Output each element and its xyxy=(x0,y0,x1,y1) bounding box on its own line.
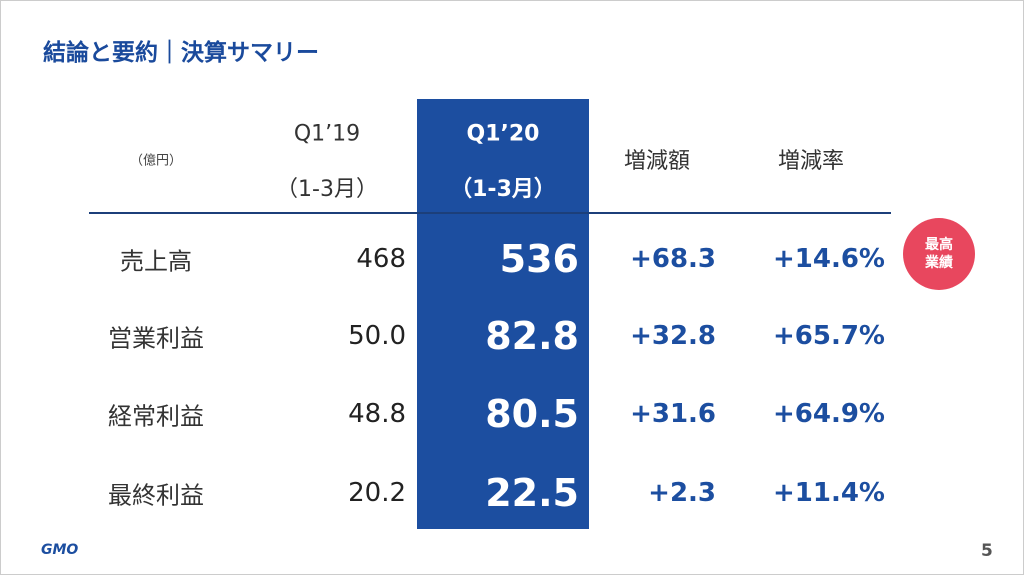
column-subheader: （1-3月） xyxy=(450,177,556,202)
change-amount: +68.3 xyxy=(630,244,716,274)
highlight-column xyxy=(417,99,589,529)
badge-text: 業績 xyxy=(925,255,953,271)
logo: GMO xyxy=(41,542,79,558)
change-rate: +65.7% xyxy=(773,321,885,351)
prior-value: 20.2 xyxy=(348,478,406,508)
change-amount: +2.3 xyxy=(648,478,716,508)
change-amount: +31.6 xyxy=(630,399,716,429)
row-label: 最終利益 xyxy=(108,481,204,510)
column-subheader: （1-3月） xyxy=(276,177,378,202)
prior-value: 50.0 xyxy=(348,321,406,351)
badge: 最高 業績 xyxy=(903,218,975,290)
row-label: 営業利益 xyxy=(108,324,204,353)
column-header: 増減額 xyxy=(623,149,691,174)
row-label: 売上高 xyxy=(120,247,192,276)
change-rate: +14.6% xyxy=(773,244,885,274)
column-header: Q1’19 xyxy=(293,121,361,147)
column-header: Q1’20 xyxy=(466,121,540,147)
current-value: 22.5 xyxy=(485,471,579,515)
header-rule xyxy=(89,212,891,214)
change-rate: +11.4% xyxy=(773,478,885,508)
prior-value: 48.8 xyxy=(348,399,406,429)
prior-value: 468 xyxy=(356,244,406,274)
change-rate: +64.9% xyxy=(773,399,885,429)
unit-label: （億円） xyxy=(129,153,183,169)
title: 結論と要約｜決算サマリー xyxy=(43,40,319,66)
row-label: 経常利益 xyxy=(108,402,204,431)
badge-text: 最高 xyxy=(925,237,953,253)
page-number: 5 xyxy=(981,541,993,561)
change-amount: +32.8 xyxy=(630,321,716,351)
column-header: 増減率 xyxy=(777,149,845,174)
current-value: 82.8 xyxy=(485,314,579,358)
current-value: 536 xyxy=(499,237,579,281)
current-value: 80.5 xyxy=(485,392,579,436)
